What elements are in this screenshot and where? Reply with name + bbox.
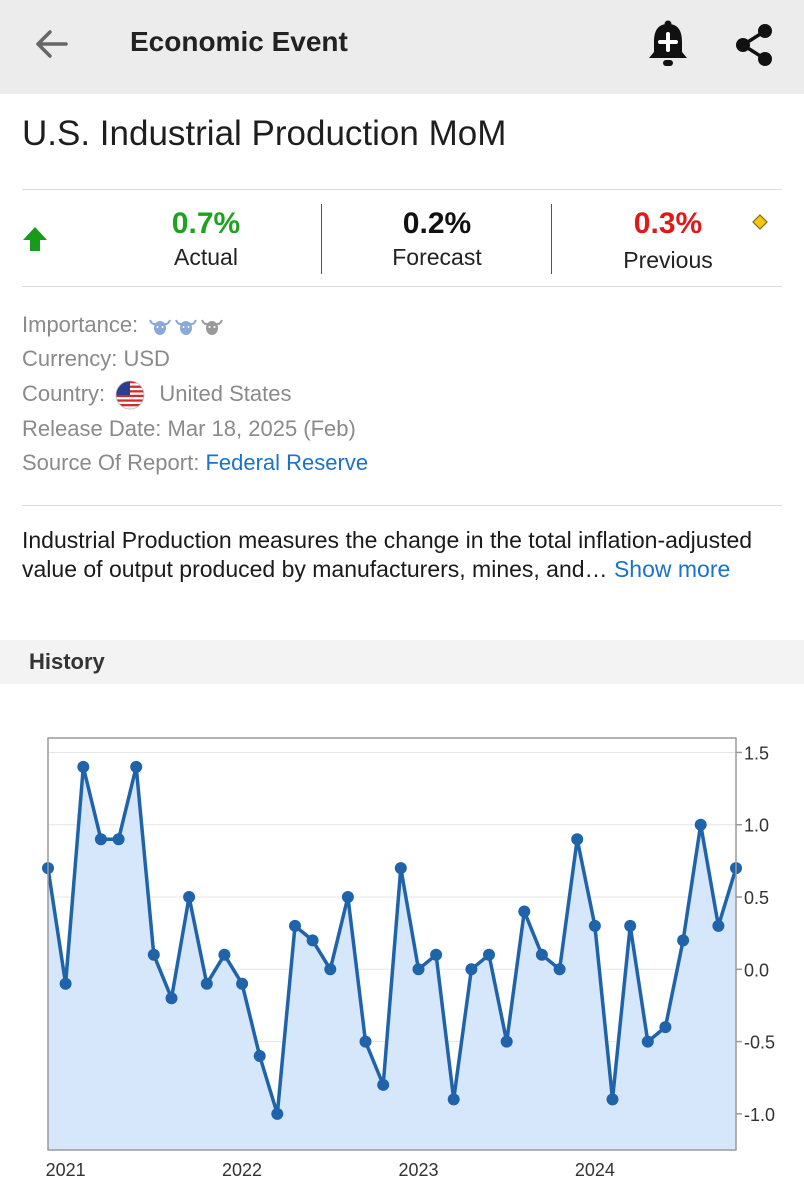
importance-bulls-icon (149, 319, 224, 336)
data-point[interactable] (659, 1021, 672, 1034)
series-area (48, 766, 736, 1150)
country-value: United States (159, 380, 292, 406)
data-point[interactable] (624, 919, 637, 932)
event-title: U.S. Industrial Production MoM (22, 114, 507, 153)
y-tick-label: 0.5 (744, 888, 769, 908)
data-point[interactable] (694, 818, 707, 831)
x-tick-label: 2024 (575, 1160, 615, 1180)
data-point[interactable] (218, 948, 231, 961)
x-tick-label: 2023 (398, 1160, 438, 1180)
data-point[interactable] (394, 862, 407, 875)
description: Industrial Production measures the chang… (22, 526, 782, 584)
data-point[interactable] (588, 919, 601, 932)
data-point[interactable] (253, 1050, 266, 1062)
stats-row: 0.7% Actual 0.2% Forecast 0.3% Previous (0, 190, 804, 286)
data-point[interactable] (359, 1035, 372, 1048)
forecast-stat: 0.2% Forecast (372, 206, 502, 272)
data-point[interactable] (465, 963, 478, 976)
data-point[interactable] (447, 1093, 460, 1106)
plot-frame (47, 737, 737, 1151)
history-label: History (29, 649, 105, 674)
data-point[interactable] (271, 1107, 284, 1120)
bull-icon (149, 319, 172, 336)
data-point[interactable] (165, 992, 178, 1005)
currency-value: USD (123, 346, 170, 371)
divider (22, 189, 782, 190)
arrow-up-icon (23, 227, 47, 251)
bull-icon (175, 319, 198, 336)
data-point[interactable] (77, 760, 90, 773)
share-icon[interactable] (732, 22, 776, 68)
previous-value: 0.3% (633, 207, 703, 240)
actual-label: Actual (174, 244, 238, 270)
data-point[interactable] (518, 905, 531, 918)
release-date-row: Release Date: Mar 18, 2025 (Feb) (22, 416, 356, 442)
data-point[interactable] (147, 948, 160, 961)
description-text: Industrial Production measures the chang… (22, 527, 753, 582)
divider (22, 286, 782, 287)
history-chart: 1.5 1.0 0.5 0.0 -0.5 -1.0 2021 2022 2023 2024 (42, 737, 775, 1180)
data-point[interactable] (324, 963, 337, 976)
x-tick-label: 2022 (222, 1160, 262, 1180)
data-point[interactable] (341, 891, 354, 903)
previous-stat: 0.3% Previous (602, 206, 734, 275)
data-point[interactable] (236, 977, 249, 990)
actual-stat: 0.7% Actual (140, 206, 272, 272)
previous-label: Previous (623, 247, 713, 273)
divider (22, 505, 782, 506)
source-label: Source Of Report: (22, 450, 200, 475)
source-link[interactable]: Federal Reserve (205, 450, 369, 475)
data-point[interactable] (677, 934, 690, 947)
top-bar: Economic Event (0, 0, 804, 94)
data-point[interactable] (59, 977, 72, 990)
data-point[interactable] (571, 833, 584, 846)
data-point[interactable] (377, 1078, 390, 1091)
forecast-value: 0.2% (402, 207, 472, 240)
y-tick-label: 1.0 (744, 816, 769, 836)
data-point[interactable] (641, 1035, 654, 1048)
forecast-label: Forecast (392, 244, 482, 270)
currency-row: Currency: USD (22, 346, 170, 372)
release-value: Mar 18, 2025 (Feb) (167, 416, 356, 441)
data-point[interactable] (306, 934, 319, 947)
actual-value: 0.7% (171, 207, 241, 240)
data-point[interactable] (112, 833, 125, 846)
data-point[interactable] (130, 760, 143, 773)
source-row: Source Of Report: Federal Reserve (22, 450, 368, 476)
data-point[interactable] (535, 948, 548, 961)
us-flag-icon (115, 380, 145, 410)
x-tick-label: 2021 (46, 1160, 86, 1180)
y-tick-label: 0.0 (744, 960, 769, 980)
data-point[interactable] (712, 919, 725, 932)
importance-row: Importance: (22, 312, 228, 338)
importance-label: Importance: (22, 312, 139, 337)
release-label: Release Date: (22, 416, 162, 441)
data-point[interactable] (200, 977, 213, 990)
data-point[interactable] (412, 963, 425, 976)
data-point[interactable] (606, 1093, 619, 1106)
data-point[interactable] (289, 919, 301, 932)
data-point[interactable] (183, 891, 196, 903)
y-tick-label: 1.5 (744, 743, 769, 763)
data-point[interactable] (500, 1035, 513, 1048)
stat-separator (321, 204, 322, 274)
y-tick-label: -0.5 (744, 1033, 775, 1053)
bull-icon (201, 319, 224, 336)
bell-plus-icon[interactable] (644, 18, 692, 72)
series-line (46, 765, 738, 1116)
page-title: Economic Event (130, 26, 348, 57)
stat-separator (551, 204, 552, 274)
diamond-icon[interactable] (752, 214, 768, 230)
country-label: Country: (22, 380, 106, 406)
history-header: History (0, 640, 804, 684)
data-point[interactable] (430, 948, 443, 961)
data-point[interactable] (94, 833, 107, 846)
country-row: Country: United States (22, 380, 291, 410)
currency-label: Currency: (22, 346, 118, 371)
y-tick-label: -1.0 (744, 1105, 775, 1125)
data-point[interactable] (483, 948, 495, 961)
show-more-link[interactable]: Show more (613, 556, 731, 582)
data-point[interactable] (553, 963, 566, 976)
arrow-left-icon[interactable] (30, 24, 74, 64)
